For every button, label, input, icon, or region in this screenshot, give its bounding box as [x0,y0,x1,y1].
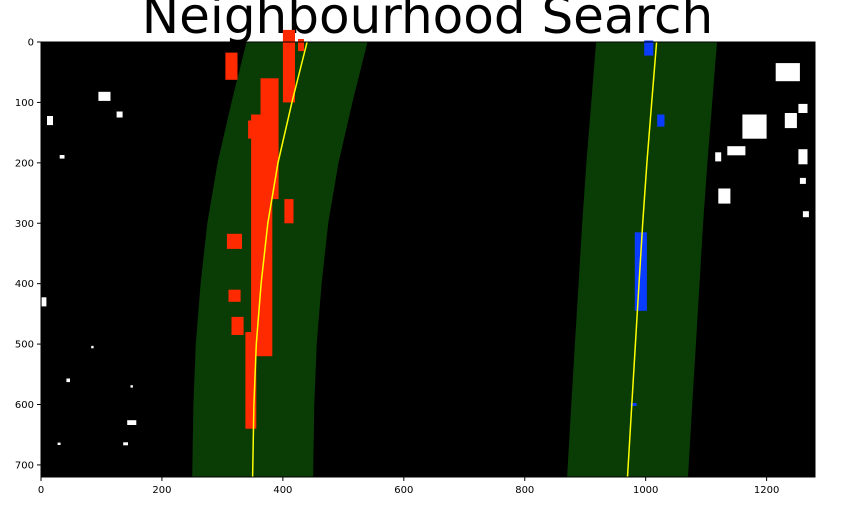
left-lane-fit-line [251,41,308,478]
other-pixel-cluster-3 [59,155,65,159]
other-pixel-cluster-10 [57,442,61,445]
other-pixel-cluster-17 [798,149,808,165]
other-pixel-cluster-5 [91,345,94,349]
y-tick-label-2: 200 [15,158,34,169]
y-tick-label-0: 0 [28,38,34,49]
other-pixel-cluster-19 [802,211,809,218]
left-pixel-cluster-5 [225,52,238,80]
other-pixel-cluster-6 [66,378,70,383]
y-tick-label-4: 400 [15,279,34,290]
left-pixel-cluster-3 [245,332,257,429]
x-tick-label-4: 800 [515,485,534,496]
x-tick-label-2: 400 [273,485,292,496]
left-pixel-cluster-10 [284,199,294,224]
other-pixel-cluster-20 [798,103,808,113]
left-lane-fit-search-band [192,42,368,477]
other-pixel-cluster-8 [127,420,137,425]
other-pixel-cluster-2 [47,116,53,126]
other-pixel-cluster-15 [718,188,731,204]
other-pixel-cluster-11 [775,63,800,82]
right-pixel-cluster-2 [657,114,665,127]
y-tick-label-1: 100 [15,98,34,109]
left-pixel-cluster-1 [260,78,279,200]
other-pixel-cluster-16 [715,152,722,162]
axes-frame [40,41,816,478]
left-pixel-cluster-9 [231,316,244,335]
y-tick-label-6: 600 [15,400,34,411]
left-pixel-cluster-7 [226,233,242,249]
other-pixel-cluster-0 [98,91,111,101]
left-pixel-cluster-8 [228,289,241,302]
right-pixel-cluster-3 [630,403,637,406]
other-pixel-cluster-1 [116,111,123,118]
x-tick-label-1: 200 [152,485,171,496]
y-tick-label-5: 500 [15,340,34,351]
other-pixel-cluster-4 [41,297,47,307]
x-tick-label-6: 1200 [754,485,779,496]
x-tick-label-5: 1000 [633,485,658,496]
right-lane-fit-line [626,41,658,478]
other-pixel-cluster-12 [742,114,767,139]
other-pixel-cluster-9 [123,442,128,446]
other-pixel-cluster-7 [130,385,133,388]
chart-title: Neighbourhood Search [141,0,714,45]
x-tick-label-0: 0 [38,485,44,496]
left-pixel-cluster-4 [248,120,258,139]
y-tick-label-7: 700 [15,460,34,471]
other-pixel-cluster-18 [799,177,806,184]
other-pixel-cluster-14 [727,146,746,156]
y-tick-label-3: 300 [15,219,34,230]
left-pixel-cluster-6 [298,39,304,52]
other-pixel-cluster-13 [784,113,797,129]
left-pixel-cluster-2 [282,29,295,103]
x-tick-label-3: 600 [394,485,413,496]
right-pixel-cluster-1 [644,40,654,56]
